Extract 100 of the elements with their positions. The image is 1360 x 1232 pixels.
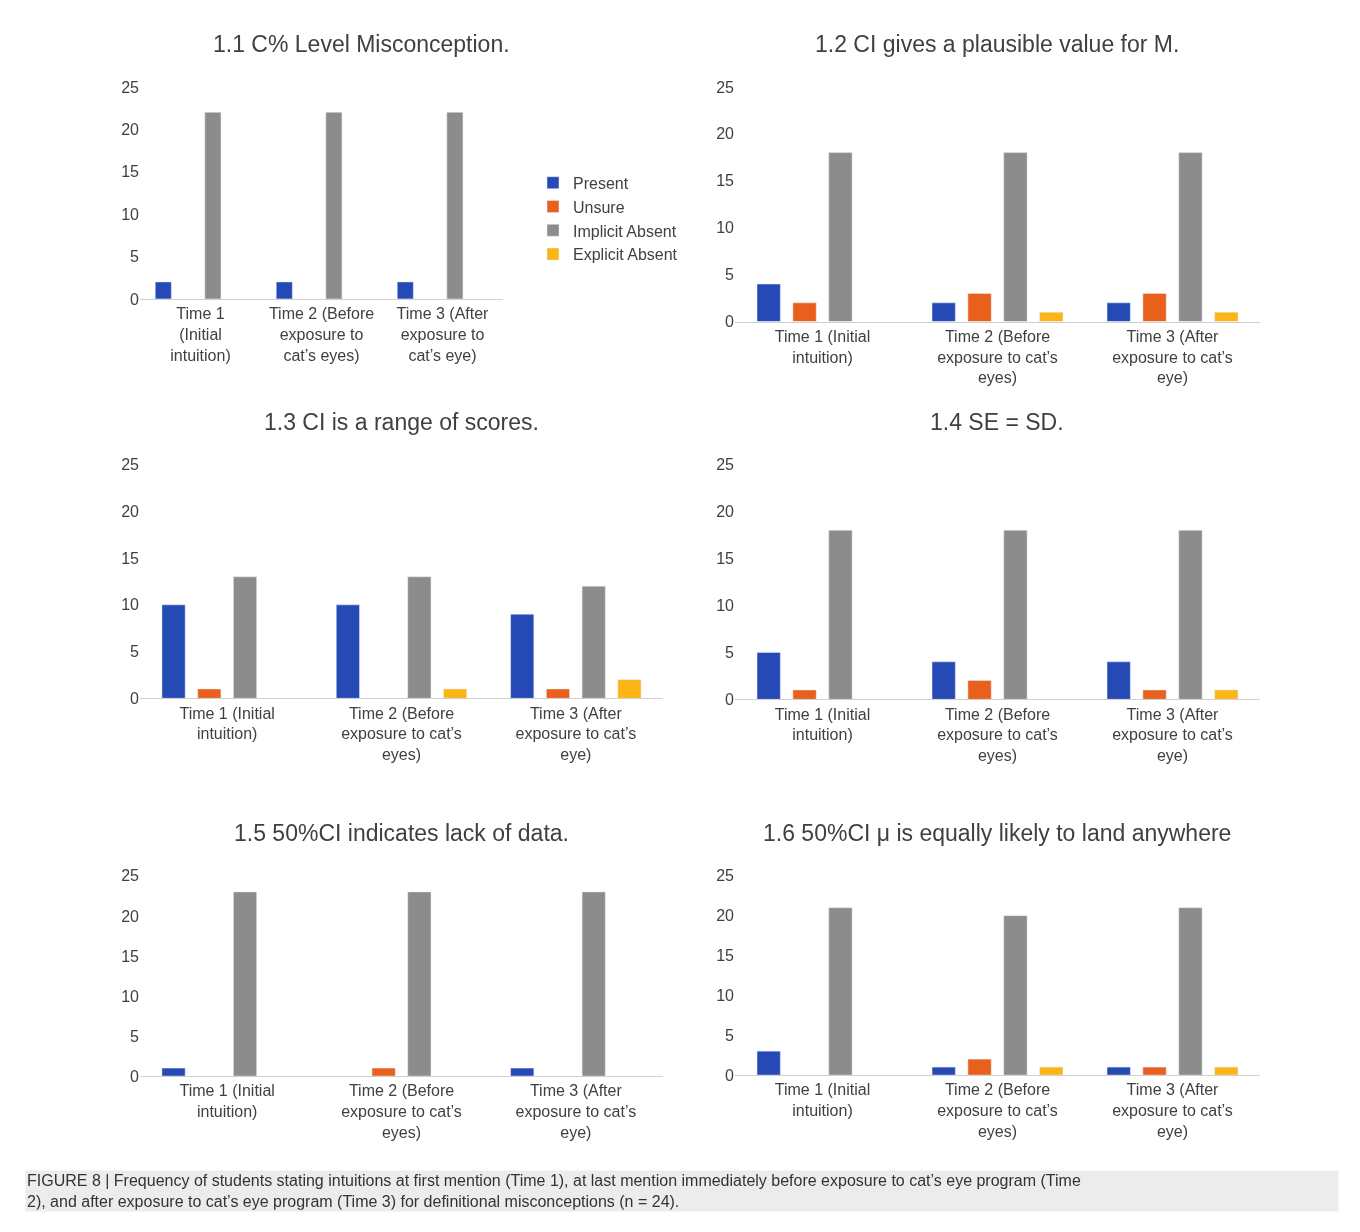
y-tick-label: 5 [130,248,140,266]
y-tick-label: 10 [121,987,140,1005]
bar [1178,530,1203,700]
bar [931,661,956,700]
bar [546,688,570,699]
bar [828,907,853,1076]
x-tick-label: Time 3 (After exposure to cat’s eye) [1112,1081,1233,1140]
y-tick-label: 0 [130,1067,140,1085]
bar [1142,293,1167,322]
bar [1106,302,1131,322]
x-tick-label: Time 2 (Before exposure to cat’s eyes) [341,1082,462,1141]
bar [443,688,467,699]
y-tick-label: 5 [725,266,735,284]
bar [1214,1066,1239,1076]
bar [1106,661,1131,700]
y-tick-label: 0 [130,689,140,707]
y-tick-label: 10 [716,597,735,615]
legend-label: Present [573,174,629,192]
bar [828,530,853,700]
bar [1003,152,1028,322]
x-tick-label: Time 3 (After exposure to cat’s eye) [1112,327,1233,387]
y-tick-label: 10 [121,596,140,614]
chart-title: 1.4 SE = SD. [930,409,1064,435]
y-tick-label: 25 [121,867,140,885]
y-tick-label: 5 [130,643,140,661]
bar [1178,152,1203,322]
x-tick-label: Time 1 (Initial intuition) [774,1081,871,1120]
y-tick-label: 0 [725,313,735,331]
bar [1214,311,1239,322]
y-tick-label: 15 [121,163,140,181]
y-tick-label: 25 [121,456,140,474]
x-tick-label: Time 1 (Initial intuition) [774,705,871,744]
y-tick-label: 0 [130,290,140,308]
bar [1039,311,1064,322]
y-tick-label: 20 [716,907,735,925]
y-tick-label: 20 [121,120,140,138]
y-tick-label: 15 [121,947,140,965]
chart-title: 1.2 CI gives a plausible value for M. [815,31,1180,57]
y-tick-label: 0 [725,690,735,708]
y-tick-label: 10 [716,219,735,237]
bar [161,604,186,699]
y-tick-label: 15 [716,947,735,965]
bar [1142,1066,1167,1076]
y-tick-label: 5 [725,1026,735,1044]
x-tick-label: Time 3 (After exposure to cat’s eye) [515,1082,637,1141]
chart-title: 1.5 50%CI indicates lack of data. [234,820,569,846]
x-tick-label: Time 2 (Before exposure to cat’s eyes) [341,704,462,764]
bar [967,293,992,322]
y-tick-label: 25 [716,78,735,96]
bar [1214,689,1239,700]
bar [756,652,781,700]
y-tick-label: 20 [121,502,140,520]
chart-title: 1.3 CI is a range of scores. [264,409,539,435]
y-tick-label: 10 [121,205,140,223]
bar [1178,907,1203,1076]
bar [1003,915,1028,1076]
bar [756,1050,781,1076]
bar [197,688,222,699]
bar [967,1058,992,1076]
bar [336,604,360,699]
x-tick-label: Time 1 (Initial intuition) [179,1082,275,1121]
chart-title: 1.6 50%CI μ is equally likely to land anywhere [763,820,1232,846]
bar [617,679,642,699]
bar [1106,1066,1131,1076]
y-tick-label: 25 [716,456,735,474]
bar [931,302,956,322]
bar [1003,530,1028,700]
bar [792,689,817,700]
x-tick-label: Time 2 (Before exposure to cat’s eyes) [268,305,375,364]
x-tick-label: Time 2 (Before exposure to cat’s eyes) [937,327,1058,387]
bar [792,302,817,322]
y-tick-label: 5 [130,1027,140,1045]
y-tick-label: 20 [716,503,735,521]
bar [1142,689,1167,700]
y-tick-label: 5 [725,643,735,661]
caption: FIGURE 8 | Frequency of students stating intuitions at first mention (Time 1), at last mention immediately before exposure to cat’s eye program (Time 2), and after exposure to cat’s eye program (Time 3) for definitional misconceptions (n = 24). [27,1172,1081,1210]
x-tick-label: Time 3 (After exposure to cat’s eye) [1112,705,1233,765]
x-tick-label: Time 1 (Initial intuition) [179,704,275,743]
legend-label: Implicit Absent [573,222,677,240]
x-tick-label: Time 2 (Before exposure to cat’s eyes) [937,1081,1058,1140]
bar [407,576,432,699]
chart-title: 1.1 C% Level Misconception. [213,31,510,57]
x-tick-label: Time 3 (After exposure to cat’s eye) [396,305,490,364]
y-tick-label: 15 [716,172,735,190]
y-tick-label: 15 [121,549,140,567]
y-tick-label: 20 [716,125,735,143]
legend-label: Explicit Absent [573,246,678,264]
y-tick-label: 15 [716,550,735,568]
x-tick-label: Time 3 (After exposure to cat’s eye) [515,704,637,764]
y-tick-label: 0 [725,1066,735,1084]
y-tick-label: 25 [121,78,140,96]
legend-label: Unsure [573,198,625,216]
bar [756,283,781,322]
bar [967,680,992,700]
bar [931,1066,956,1076]
y-tick-label: 20 [121,907,140,925]
bar [581,585,606,699]
bar [233,576,257,699]
x-tick-label: Time 2 (Before exposure to cat’s eyes) [937,705,1058,765]
bar [510,613,535,699]
